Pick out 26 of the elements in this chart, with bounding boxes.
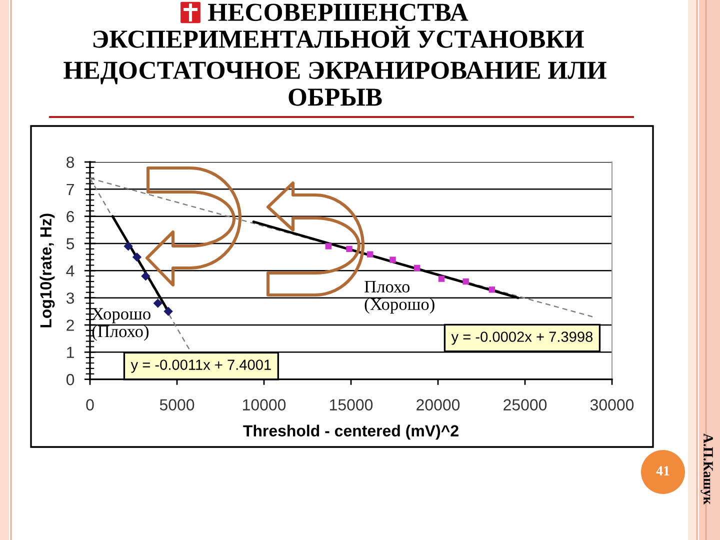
x-tick-label: 15000	[330, 399, 373, 410]
y-tick-label: 8	[66, 156, 74, 168]
y-tick-label: 7	[66, 184, 74, 195]
x-tick-label: 20000	[416, 399, 460, 410]
chart-subtitle: НЕДОСТАТОЧНОЕ ЭКРАНИРОВАНИЕ ИЛИ ОБРЫВ	[64, 62, 606, 106]
x-tick-label: 0	[86, 399, 94, 410]
text: А.П.Кашук	[700, 434, 713, 505]
y-tick-label: 4	[66, 265, 74, 276]
x-tick-label: 25000	[504, 399, 547, 410]
annotation: Плохо (Хорошо)	[364, 280, 434, 314]
y-tick-label: 6	[66, 210, 74, 222]
x-tick-label: 10000	[243, 399, 286, 410]
y-tick-label: 5	[66, 238, 74, 250]
annotation: y = -0.0011x + 7.4001	[130, 360, 271, 373]
annotation: Хорошо (Плохо)	[92, 308, 150, 341]
y-axis-title: Log10(rate, Hz)	[40, 214, 55, 328]
x-axis-title: Threshold - centered (mV)^2	[243, 424, 458, 440]
text: 41	[656, 466, 670, 476]
chart-title: НЕСОВЕРШЕНСТВА ЭКСПЕРИМЕНТАЛЬНОЙ УСТАНОВКИ	[93, 4, 584, 48]
y-tick-label: 3	[66, 292, 74, 304]
y-tick-label: 0	[66, 374, 74, 386]
y-tick-label: 2	[66, 320, 74, 331]
x-tick-label: 30000	[590, 399, 634, 410]
annotation: y = -0.0002x + 7.3998	[451, 332, 593, 345]
y-tick-label: 1	[67, 346, 74, 358]
x-tick-label: 5000	[160, 399, 194, 410]
